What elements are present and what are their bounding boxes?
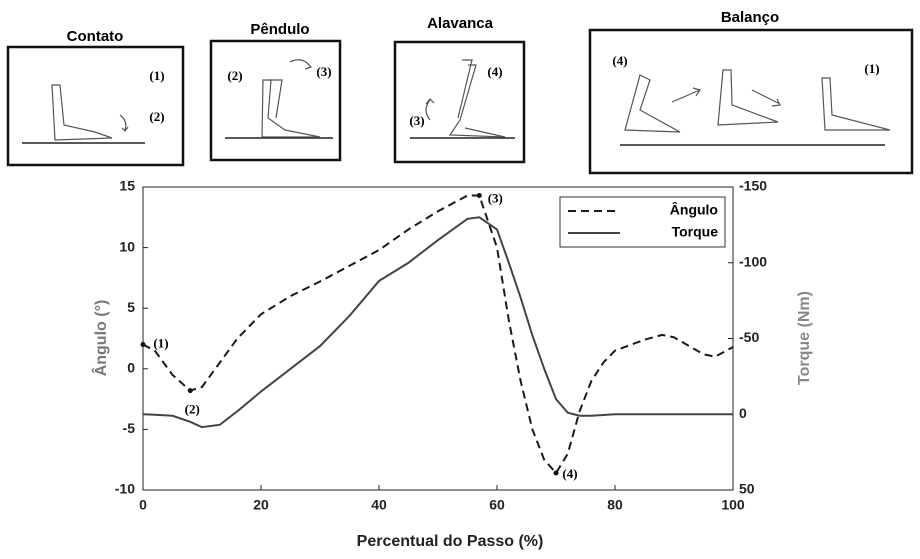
y2-axis-label: Torque (Nm) <box>796 291 813 385</box>
x-tick-label: 60 <box>489 497 505 513</box>
sketch <box>51 59 891 141</box>
y-tick-label: 10 <box>119 238 135 254</box>
series-line <box>142 194 734 475</box>
phase-label: (4) <box>487 64 502 79</box>
annotation: (1) <box>153 336 168 351</box>
x-axis-label: Percentual do Passo (%) <box>357 533 544 550</box>
y2-tick-label: 50 <box>739 481 755 497</box>
y2-tick-label: -100 <box>739 253 767 269</box>
phase-label: (4) <box>612 53 627 68</box>
x-tick-label: 100 <box>721 497 745 513</box>
ground <box>22 137 885 146</box>
phase-title: Contato <box>67 28 124 45</box>
phase-label: (1) <box>149 68 164 83</box>
y-axis-label: Ângulo (°) <box>91 300 110 377</box>
panel <box>209 39 342 162</box>
point-marker <box>476 192 482 198</box>
point-marker <box>187 388 193 394</box>
y2-tick-label: 0 <box>739 405 747 421</box>
phase-panels: Contato Pêndulo Alavanca Balanço (1) (2)… <box>6 9 914 175</box>
panel <box>6 45 185 167</box>
phase-label: (2) <box>149 109 164 124</box>
series-line <box>142 216 733 429</box>
x-tick-label: 80 <box>607 497 623 513</box>
legend-box <box>559 196 726 248</box>
x-tick-label: 0 <box>139 497 147 513</box>
phase-label: (1) <box>864 61 879 76</box>
y-tick-label: 15 <box>119 178 135 194</box>
annotation: (2) <box>185 402 200 417</box>
y-tick-label: -10 <box>115 481 135 497</box>
x-tick-label: 40 <box>371 497 387 513</box>
panel <box>393 40 526 164</box>
y-tick-label: 5 <box>127 299 135 315</box>
annotation: (3) <box>488 190 503 205</box>
phase-label: (2) <box>227 68 242 83</box>
phase-label: (3) <box>409 113 424 128</box>
phase-title: Balanço <box>721 9 779 26</box>
phase-title: Alavanca <box>427 15 494 32</box>
legend-label: Ângulo <box>670 201 718 218</box>
panel <box>588 28 914 175</box>
annotation: (4) <box>562 466 577 481</box>
y2-tick-label: -50 <box>739 329 759 345</box>
point-marker <box>553 470 559 476</box>
legend-label: Torque <box>672 224 719 240</box>
phase-title: Pêndulo <box>250 21 309 38</box>
y-tick-label: -5 <box>123 420 136 436</box>
x-tick-label: 20 <box>253 497 269 513</box>
point-marker <box>140 342 146 348</box>
y-tick-label: 0 <box>127 360 135 376</box>
y2-tick-label: -150 <box>739 178 767 194</box>
phase-label: (3) <box>316 64 331 79</box>
